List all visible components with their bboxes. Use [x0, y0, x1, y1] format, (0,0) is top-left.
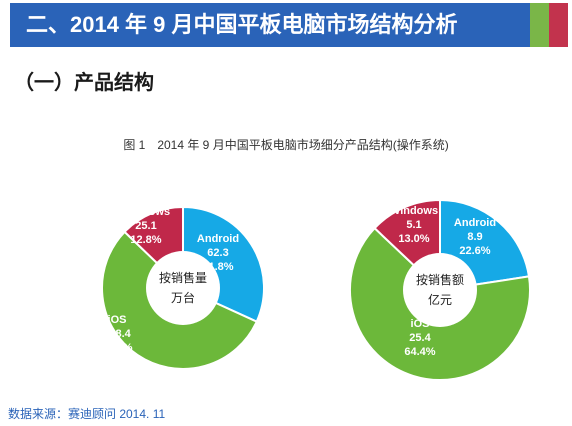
donut-center [403, 253, 477, 327]
figure-caption: 图 1 2014 年 9 月中国平板电脑市场细分产品结构(操作系统) [123, 138, 449, 152]
slice-label-percent-ios: 64.4% [404, 346, 435, 358]
center-label-line-1: 按销售额 [416, 272, 464, 287]
title-banner: 二、2014 年 9 月中国平板电脑市场结构分析 [10, 3, 530, 47]
slice-label-percent-windows: 13.0% [398, 233, 429, 245]
slice-label-name-ios: iOS [108, 314, 127, 326]
center-label-line-2: 亿元 [428, 292, 452, 307]
slice-label-name-android: Android [197, 233, 239, 245]
section-heading: （一）产品结构 [14, 72, 154, 94]
slice-label-value-windows: 25.1 [135, 220, 156, 232]
slice-label-value-android: 62.3 [207, 247, 228, 259]
banner-accent-red [549, 3, 568, 47]
page-title: 二、2014 年 9 月中国平板电脑市场结构分析 [26, 12, 458, 37]
slice-label-name-ios: iOS [411, 318, 430, 330]
slice-label-name-android: Android [454, 217, 496, 229]
slice-label-name-windows: Windows [122, 206, 170, 218]
slice-label-percent-android: 22.6% [459, 245, 490, 257]
slice-label-value-ios: 25.4 [409, 332, 431, 344]
banner-accent-green [530, 3, 549, 47]
slice-label-percent-windows: 12.8% [130, 234, 161, 246]
slice-label-percent-android: 31.8% [202, 261, 233, 273]
slice-label-value-windows: 5.1 [406, 219, 421, 231]
slice-label-value-android: 8.9 [467, 231, 482, 243]
slice-label-value-ios: 108.4 [103, 328, 131, 340]
center-label-line-1: 按销售量 [159, 270, 207, 285]
center-label-line-2: 万台 [171, 290, 195, 305]
slice-label-percent-ios: 55.4% [101, 342, 132, 354]
slice-label-name-windows: Windows [390, 205, 438, 217]
source-note: 数据来源：赛迪顾问 2014. 11 [8, 407, 166, 421]
donut-center [146, 251, 220, 325]
